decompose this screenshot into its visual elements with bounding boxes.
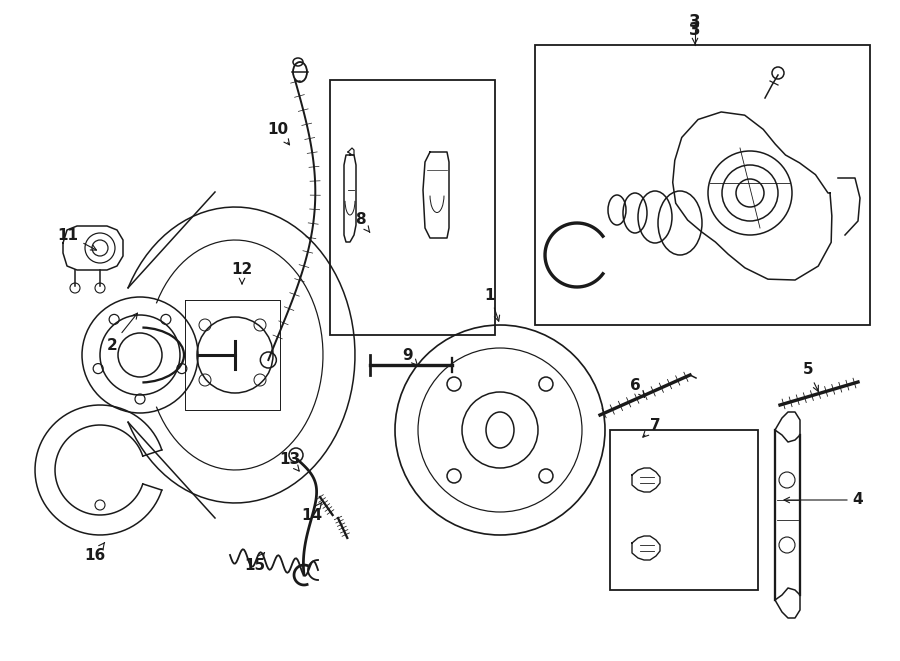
Text: 15: 15 xyxy=(245,553,266,572)
Text: 11: 11 xyxy=(58,227,96,250)
Text: 8: 8 xyxy=(355,212,370,233)
Text: 1: 1 xyxy=(485,288,500,321)
Text: 3: 3 xyxy=(689,21,701,39)
Text: 7: 7 xyxy=(643,418,661,437)
Text: 12: 12 xyxy=(231,262,253,284)
Text: 10: 10 xyxy=(267,122,290,145)
Text: 9: 9 xyxy=(402,348,418,366)
Text: 3: 3 xyxy=(689,13,701,31)
Bar xyxy=(535,45,870,325)
Text: 16: 16 xyxy=(85,543,105,563)
Text: 13: 13 xyxy=(279,453,301,471)
Bar xyxy=(610,430,758,590)
Text: 6: 6 xyxy=(630,377,644,397)
Bar xyxy=(330,80,495,335)
Text: 14: 14 xyxy=(302,502,322,522)
Text: 4: 4 xyxy=(784,492,863,508)
Text: 2: 2 xyxy=(106,313,138,352)
Text: 5: 5 xyxy=(803,362,818,391)
